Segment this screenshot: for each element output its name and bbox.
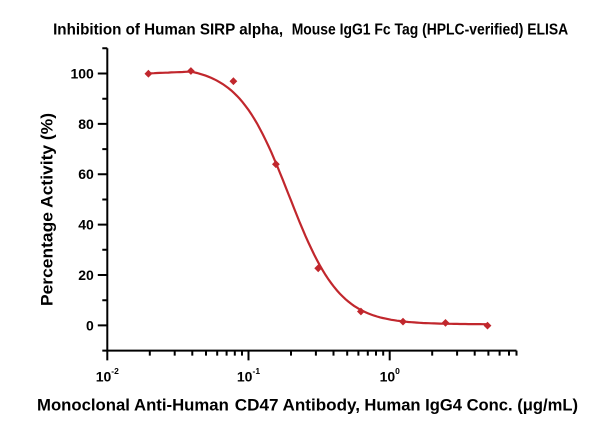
svg-text:80: 80 <box>78 116 94 132</box>
svg-text:10: 10 <box>96 368 112 384</box>
svg-text:CD47 Antibody,: CD47 Antibody, <box>235 396 360 415</box>
svg-text:40: 40 <box>78 217 94 233</box>
svg-text:10: 10 <box>237 368 253 384</box>
svg-text:20: 20 <box>78 267 94 283</box>
svg-text:0: 0 <box>395 366 400 376</box>
svg-text:100: 100 <box>70 65 94 81</box>
svg-text:Inhibition of Human SIRP alpha: Inhibition of Human SIRP alpha, <box>53 22 283 39</box>
svg-text:-2: -2 <box>111 366 119 376</box>
svg-text:Percentage Activity (%): Percentage Activity (%) <box>37 113 56 306</box>
svg-text:60: 60 <box>78 166 94 182</box>
svg-text:Mouse IgG1 Fc Tag (HPLC-verifi: Mouse IgG1 Fc Tag (HPLC-verified) ELISA <box>292 22 569 39</box>
svg-text:10: 10 <box>380 368 396 384</box>
svg-text:-1: -1 <box>253 366 261 376</box>
svg-text:Human IgG4 Conc. (μg/mL): Human IgG4 Conc. (μg/mL) <box>364 396 578 415</box>
svg-text:Monoclonal Anti-Human: Monoclonal Anti-Human <box>37 396 229 415</box>
svg-text:0: 0 <box>86 317 94 333</box>
